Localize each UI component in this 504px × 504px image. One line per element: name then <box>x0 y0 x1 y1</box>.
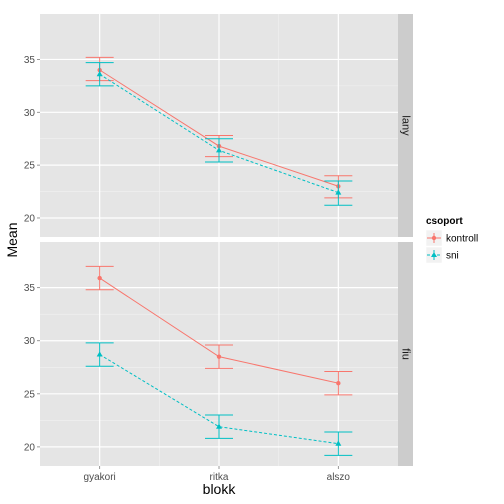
facet-strip-label: lany <box>400 115 412 136</box>
legend-key-point-kontroll <box>431 235 437 241</box>
data-point-kontroll <box>97 275 102 281</box>
y-tick-label: 30 <box>24 336 36 347</box>
x-tick-label: alszo <box>327 472 351 483</box>
legend: csoport kontroll sni <box>425 216 478 264</box>
series-line-sni <box>99 354 339 445</box>
y-tick-label: 35 <box>24 55 36 66</box>
legend-key-point-sni <box>431 252 437 257</box>
y-tick-label: 25 <box>24 161 36 172</box>
data-point-sni <box>96 71 103 77</box>
data-point-sni <box>96 351 103 357</box>
y-tick-label: 20 <box>24 442 36 453</box>
legend-label-sni: sni <box>446 251 459 262</box>
data-point-sni <box>216 423 222 429</box>
y-tick-label: 25 <box>24 389 36 400</box>
panel-lany: 20 25 30 35 lany <box>24 14 413 237</box>
y-tick-label: 20 <box>24 213 36 224</box>
facet-strip <box>398 242 413 466</box>
facet-strip <box>398 14 413 237</box>
legend-label-kontroll: kontroll <box>446 234 478 245</box>
y-tick-label: 30 <box>24 108 36 119</box>
data-point-kontroll <box>216 354 222 359</box>
data-point-kontroll <box>336 380 341 386</box>
data-point-sni <box>216 147 222 153</box>
x-axis-title: blokk <box>203 481 237 497</box>
data-point-sni <box>335 440 342 446</box>
y-tick-label: 35 <box>24 283 36 294</box>
y-axis-title: Mean <box>4 222 20 257</box>
panel-fiu: 20 25 30 35 fiu <box>24 242 413 466</box>
facet-strip-label: fiu <box>400 348 412 360</box>
data-point-sni <box>335 189 342 195</box>
x-tick-label: gyakori <box>84 472 116 483</box>
legend-title: csoport <box>426 216 463 227</box>
x-tick-label: ritka <box>210 472 229 483</box>
